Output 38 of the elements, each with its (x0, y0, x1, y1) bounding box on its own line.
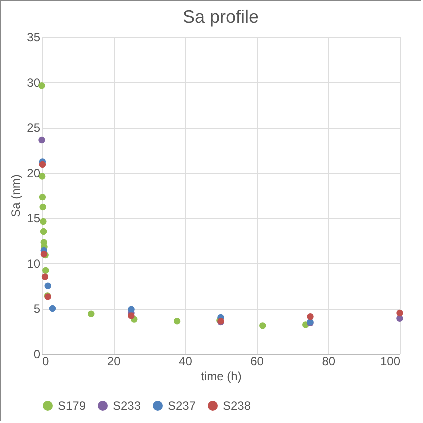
point (396, 310, 404, 317)
point (42, 274, 49, 280)
y-axis-title: Sa (nm) (9, 174, 24, 218)
y-tick-label: 20 (27, 166, 41, 180)
x-tick-label: 60 (250, 354, 264, 368)
point (88, 310, 95, 318)
point (38, 136, 46, 144)
y-tick-label: 5 (34, 302, 41, 316)
point (39, 161, 46, 168)
point (40, 228, 48, 236)
x-axis-title: time (h) (201, 370, 242, 384)
chart-title: Sa profile (182, 7, 260, 27)
x-tick-label: 0 (42, 354, 50, 368)
point (44, 282, 52, 290)
x-tick-label: 40 (179, 354, 193, 368)
point (396, 315, 404, 322)
x-tick-label: 20 (107, 354, 122, 368)
point (49, 305, 56, 312)
point (174, 318, 181, 325)
y-tick-label: 25 (27, 121, 41, 136)
point (128, 312, 135, 320)
point (128, 306, 135, 313)
y-tick-label: 15 (27, 212, 41, 226)
y-tick-label: 35 (27, 30, 41, 44)
y-tick-label: 10 (27, 256, 41, 271)
legend-label: S233 (113, 399, 142, 413)
point (40, 204, 46, 211)
x-tick-label: 100 (380, 354, 401, 368)
legend-label: S179 (58, 399, 86, 413)
point (40, 218, 47, 226)
y-tick-label: 30 (27, 76, 41, 90)
point (39, 194, 46, 201)
x-tick-label: 80 (322, 354, 336, 368)
point (42, 267, 50, 274)
point (307, 314, 314, 320)
point (260, 322, 266, 330)
legend-label: S237 (168, 399, 196, 413)
legend-label: S238 (223, 399, 252, 413)
